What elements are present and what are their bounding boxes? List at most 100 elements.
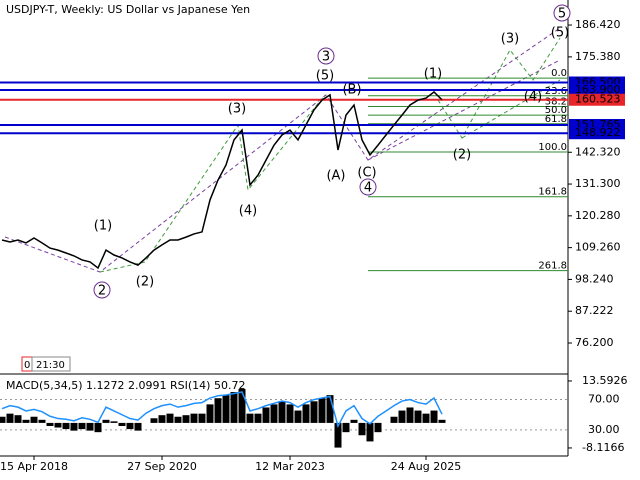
histogram-bar: [166, 413, 174, 423]
y-tick-label: 98.240: [575, 272, 614, 285]
y2-tick-label: 30.00: [588, 423, 620, 436]
timer: 21:30: [36, 360, 65, 371]
histogram-bar: [374, 422, 382, 433]
level-label: 163.900: [575, 83, 621, 96]
wave-circle: [553, 4, 571, 22]
x-tick-label: 12 Mar 2023: [255, 460, 325, 473]
histogram-bar: [414, 410, 422, 423]
y-tick-label: 186.420: [575, 18, 621, 31]
wave-label: (4): [239, 204, 257, 219]
wave-label: 5: [558, 7, 566, 22]
wave-label: (1): [424, 67, 442, 82]
level-box: [569, 127, 625, 140]
wave-label: (3): [501, 32, 519, 47]
wave-label: (2): [453, 148, 471, 163]
y-tick-label: 109.260: [575, 241, 621, 254]
histogram-bar: [14, 415, 22, 423]
y-tick-label: 131.300: [575, 177, 621, 190]
wave-label: 3: [322, 50, 330, 65]
level-box: [569, 93, 625, 106]
histogram-bar: [102, 419, 110, 423]
y2-tick-label: 70.00: [588, 393, 620, 406]
histogram-bar: [214, 398, 222, 423]
fibo-label: 50.0: [545, 105, 567, 116]
histogram-bar: [30, 416, 38, 423]
y-tick-label: 142.320: [575, 145, 621, 158]
histogram-bar: [158, 415, 166, 423]
wave-label: 4: [364, 181, 372, 196]
histogram-bar: [366, 422, 374, 442]
histogram-bar: [278, 401, 286, 423]
y-tick-label: 87.222: [575, 304, 614, 317]
wave-circle: [359, 178, 377, 196]
wave-label: (5): [316, 69, 334, 84]
histogram-bar: [390, 416, 398, 423]
histogram-bar: [118, 422, 126, 426]
fibo-label: 261.8: [538, 261, 567, 272]
histogram-bar: [134, 422, 142, 431]
wave-label: (1): [94, 219, 112, 234]
y-tick-label: 175.380: [575, 50, 621, 63]
histogram-bar: [238, 388, 246, 423]
x-tick-label: 24 Aug 2025: [391, 460, 461, 473]
histogram-bar: [422, 413, 430, 423]
histogram-bar: [254, 413, 262, 423]
histogram-bar: [22, 419, 30, 423]
histogram-bar: [406, 407, 414, 423]
histogram-bar: [78, 422, 86, 430]
histogram-bar: [206, 404, 214, 423]
fibo-label: 0.0: [551, 68, 567, 79]
histogram-bar: [398, 410, 406, 423]
histogram-bar: [174, 416, 182, 423]
histogram-bar: [270, 404, 278, 423]
histogram-bar: [438, 419, 446, 423]
line: [1, 91, 443, 270]
histogram-bar: [6, 413, 14, 423]
wave-label: (3): [228, 102, 246, 117]
fibo-label: 38.2: [545, 96, 567, 107]
histogram-bar: [150, 418, 158, 423]
histogram-bar: [334, 422, 342, 448]
histogram-bar: [70, 422, 78, 431]
wave-label: (A): [326, 169, 345, 184]
histogram-bar: [230, 392, 238, 423]
level-label: 148.922: [575, 126, 621, 139]
histogram-bar: [38, 419, 46, 423]
histogram-bar: [350, 419, 358, 423]
histogram-bar: [302, 404, 310, 423]
x-tick-label: 27 Sep 2020: [127, 460, 197, 473]
histogram-bar: [358, 422, 366, 436]
fibo-label: 23.6: [545, 86, 567, 97]
wave-line: [367, 59, 561, 161]
line: [1, 391, 443, 429]
wave-label: (C): [357, 166, 376, 181]
histogram-bar: [190, 413, 198, 423]
wave-label: 2: [98, 284, 106, 299]
histogram-bar: [326, 395, 334, 423]
y-tick-label: -8.1166: [582, 441, 624, 454]
histogram-bar: [318, 398, 326, 423]
level-box: [569, 84, 625, 97]
histogram-bar: [222, 395, 230, 423]
histogram-bar: [54, 422, 62, 428]
chart-title: USDJPY-T, Weekly: US Dollar vs Japanese …: [6, 3, 250, 16]
histogram-bar: [0, 416, 6, 423]
histogram-bar: [198, 413, 206, 423]
level-label: 160.523: [575, 93, 621, 106]
wave-label: (2): [136, 275, 154, 290]
histogram-bar: [294, 410, 302, 423]
histogram-bar: [262, 407, 270, 423]
indicator-title: MACD(5,34,5) 1.1272 2.0991 RSI(14) 50.72: [6, 379, 245, 392]
y-tick-label: 13.5926: [582, 374, 628, 387]
histogram-bar: [62, 422, 70, 430]
histogram-bar: [86, 422, 94, 431]
histogram-bar: [126, 422, 134, 430]
fibo-label: 161.8: [538, 187, 567, 198]
histogram-bar: [110, 421, 118, 423]
histogram-bar: [94, 422, 102, 433]
wave-label: (B): [342, 83, 361, 98]
histogram-bar: [430, 410, 438, 423]
histogram-bar: [342, 422, 350, 433]
